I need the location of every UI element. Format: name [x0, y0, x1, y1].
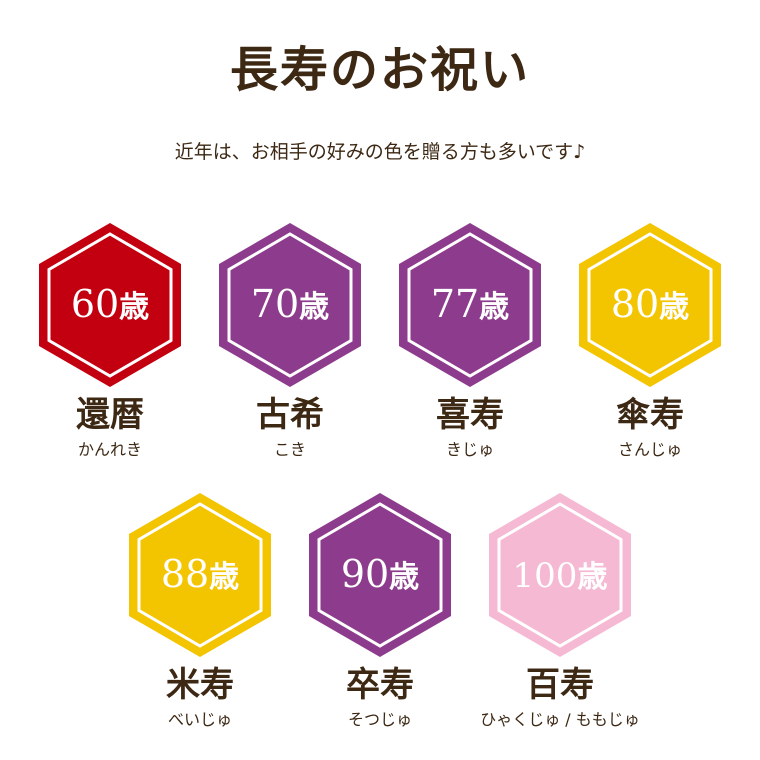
hexagon-badge — [129, 493, 271, 657]
age-label: 60歳 — [20, 285, 200, 323]
age-number: 90 — [340, 552, 390, 596]
celebration-item: 88歳米寿べいじゅ — [110, 492, 290, 730]
celebration-reading: そつじゅ — [347, 709, 412, 729]
celebration-item: 60歳還暦かんれき — [20, 222, 200, 460]
celebration-name: 米寿 — [166, 665, 234, 705]
celebration-name: 還暦 — [76, 395, 144, 435]
hexagon-inner-border — [407, 232, 533, 378]
celebration-item: 80歳傘寿さんじゅ — [560, 222, 740, 460]
age-suffix: 歳 — [389, 560, 420, 595]
age-number: 60 — [70, 282, 120, 326]
hexagon-inner-border — [497, 502, 623, 648]
age-label: 77歳 — [380, 285, 560, 323]
celebration-reading: さんじゅ — [617, 439, 682, 459]
celebration-name: 百寿 — [526, 665, 594, 705]
celebration-reading: べいじゅ — [167, 709, 232, 729]
age-label: 80歳 — [560, 285, 740, 323]
celebration-reading: かんれき — [77, 439, 142, 459]
age-number: 80 — [610, 282, 660, 326]
hexagon-inner-border — [587, 232, 713, 378]
hexagon-inner-border — [47, 232, 173, 378]
hexagon-badge — [39, 223, 181, 387]
hexagon-inner-border — [227, 232, 353, 378]
page-subtitle: 近年は、お相手の好みの色を贈る方も多いです♪ — [174, 141, 586, 163]
celebration-item: 100歳百寿ひゃくじゅ / ももじゅ — [470, 492, 650, 730]
hexagon-badge — [489, 493, 631, 657]
celebration-reading: ひゃくじゅ / ももじゅ — [480, 709, 640, 729]
hexagon-badge — [579, 223, 721, 387]
celebration-name: 喜寿 — [436, 395, 504, 435]
age-number: 77 — [430, 282, 480, 326]
celebration-name: 卒寿 — [346, 665, 414, 705]
hexagon-badge — [219, 223, 361, 387]
age-suffix: 歳 — [577, 560, 608, 595]
hexagon-inner-border — [317, 502, 443, 648]
celebration-item: 77歳喜寿きじゅ — [380, 222, 560, 460]
age-label: 88歳 — [110, 555, 290, 593]
age-suffix: 歳 — [119, 290, 150, 325]
celebration-reading: こき — [273, 439, 306, 459]
celebration-name: 古希 — [256, 395, 324, 435]
age-suffix: 歳 — [479, 290, 510, 325]
celebration-item: 90歳卒寿そつじゅ — [290, 492, 470, 730]
hexagon-inner-border — [137, 502, 263, 648]
hexagon-badge — [309, 493, 451, 657]
hexagon-badge — [399, 223, 541, 387]
age-number: 100 — [512, 556, 578, 596]
age-number: 70 — [250, 282, 300, 326]
age-suffix: 歳 — [659, 290, 690, 325]
celebration-item: 70歳古希こき — [200, 222, 380, 460]
age-suffix: 歳 — [209, 560, 240, 595]
page-title: 長寿のお祝い — [229, 42, 530, 98]
age-label: 100歳 — [470, 555, 650, 593]
age-label: 90歳 — [290, 555, 470, 593]
celebration-reading: きじゅ — [445, 439, 494, 459]
age-suffix: 歳 — [299, 290, 330, 325]
age-label: 70歳 — [200, 285, 380, 323]
age-number: 88 — [160, 552, 210, 596]
celebration-name: 傘寿 — [616, 395, 684, 435]
